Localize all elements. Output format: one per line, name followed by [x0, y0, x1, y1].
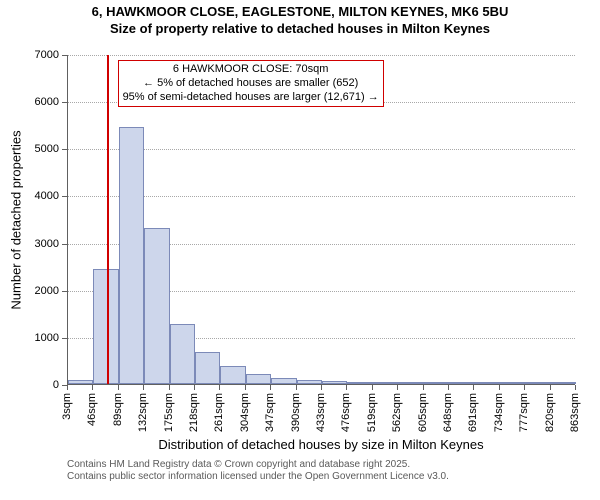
x-tick-mark	[346, 385, 347, 390]
histogram-bar	[398, 382, 423, 384]
x-tick-label: 132sqm	[137, 393, 149, 432]
x-tick-label: 3sqm	[61, 393, 73, 420]
x-tick-mark	[423, 385, 424, 390]
grid-line	[68, 55, 575, 56]
x-axis-label: Distribution of detached houses by size …	[67, 437, 575, 452]
x-tick-label: 648sqm	[442, 393, 454, 432]
x-tick-mark	[194, 385, 195, 390]
x-tick-mark	[143, 385, 144, 390]
x-tick-label: 562sqm	[391, 393, 403, 432]
x-tick-mark	[296, 385, 297, 390]
histogram-bar	[347, 382, 372, 384]
x-tick-label: 46sqm	[86, 393, 98, 426]
x-tick-mark	[67, 385, 68, 390]
histogram-bar	[144, 228, 169, 384]
y-tick-mark	[62, 102, 67, 103]
histogram-bar	[170, 324, 195, 384]
x-tick-mark	[245, 385, 246, 390]
histogram-bar	[449, 382, 474, 384]
annotation-line3: 95% of semi-detached houses are larger (…	[123, 91, 379, 105]
footer-line1: Contains HM Land Registry data © Crown c…	[67, 459, 410, 470]
histogram-bar	[297, 380, 322, 384]
x-tick-label: 691sqm	[467, 393, 479, 432]
histogram-bar	[220, 366, 245, 384]
histogram-bar	[68, 380, 93, 384]
y-tick-mark	[62, 55, 67, 56]
x-tick-mark	[169, 385, 170, 390]
x-tick-label: 218sqm	[188, 393, 200, 432]
x-tick-label: 390sqm	[290, 393, 302, 432]
histogram-bar	[474, 382, 499, 384]
y-tick-label: 6000	[0, 96, 59, 108]
y-axis-label: Number of detached properties	[9, 130, 24, 309]
x-tick-mark	[372, 385, 373, 390]
y-tick-mark	[62, 149, 67, 150]
x-tick-label: 304sqm	[239, 393, 251, 432]
x-tick-mark	[321, 385, 322, 390]
x-tick-label: 476sqm	[340, 393, 352, 432]
property-marker-line	[107, 55, 109, 384]
x-tick-label: 261sqm	[213, 393, 225, 432]
x-tick-label: 89sqm	[112, 393, 124, 426]
x-tick-mark	[575, 385, 576, 390]
x-tick-mark	[92, 385, 93, 390]
x-tick-label: 175sqm	[163, 393, 175, 432]
x-tick-mark	[270, 385, 271, 390]
x-tick-label: 519sqm	[366, 393, 378, 432]
x-tick-mark	[550, 385, 551, 390]
x-tick-mark	[524, 385, 525, 390]
footer-line2: Contains public sector information licen…	[67, 471, 449, 482]
chart-title-line2: Size of property relative to detached ho…	[0, 21, 600, 36]
histogram-bar	[525, 382, 550, 384]
annotation-line1: 6 HAWKMOOR CLOSE: 70sqm	[123, 63, 379, 77]
x-tick-mark	[219, 385, 220, 390]
annotation-box: 6 HAWKMOOR CLOSE: 70sqm← 5% of detached …	[118, 60, 384, 107]
histogram-bar	[271, 378, 296, 384]
histogram-bar	[322, 381, 347, 384]
x-tick-mark	[473, 385, 474, 390]
y-tick-label: 1000	[0, 332, 59, 344]
x-tick-label: 433sqm	[315, 393, 327, 432]
histogram-bar	[195, 352, 220, 384]
histogram-bar	[373, 382, 398, 384]
annotation-line2: ← 5% of detached houses are smaller (652…	[123, 77, 379, 91]
x-tick-label: 777sqm	[518, 393, 530, 432]
x-tick-mark	[118, 385, 119, 390]
x-tick-label: 820sqm	[544, 393, 556, 432]
x-tick-mark	[397, 385, 398, 390]
histogram-bar	[119, 127, 144, 384]
y-tick-label: 7000	[0, 49, 59, 61]
x-tick-label: 734sqm	[493, 393, 505, 432]
x-tick-label: 605sqm	[417, 393, 429, 432]
chart-title-line1: 6, HAWKMOOR CLOSE, EAGLESTONE, MILTON KE…	[0, 4, 600, 19]
x-tick-mark	[448, 385, 449, 390]
x-tick-label: 863sqm	[569, 393, 581, 432]
y-tick-mark	[62, 291, 67, 292]
y-tick-mark	[62, 338, 67, 339]
histogram-bar	[551, 382, 576, 384]
histogram-bar	[246, 374, 271, 384]
y-tick-mark	[62, 244, 67, 245]
histogram-bar	[424, 382, 449, 384]
plot-area: 6 HAWKMOOR CLOSE: 70sqm← 5% of detached …	[67, 55, 575, 385]
y-tick-label: 0	[0, 379, 59, 391]
histogram-bar	[500, 382, 525, 384]
x-tick-mark	[499, 385, 500, 390]
x-tick-label: 347sqm	[264, 393, 276, 432]
y-tick-mark	[62, 196, 67, 197]
